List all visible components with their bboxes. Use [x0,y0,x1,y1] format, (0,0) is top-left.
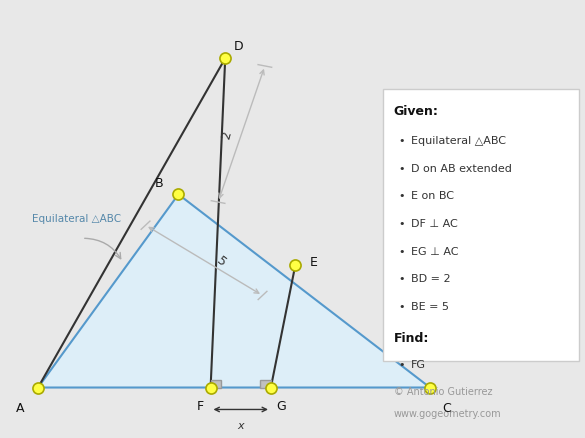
Text: •: • [398,246,405,256]
Text: BE = 5: BE = 5 [411,301,449,311]
Text: •: • [398,274,405,284]
Text: D: D [233,40,243,53]
Text: E on BC: E on BC [411,191,455,201]
Text: C: C [442,401,450,414]
Bar [383,90,579,361]
Text: •: • [398,360,405,370]
Text: 2: 2 [219,129,234,140]
Polygon shape [38,195,430,388]
Bar [211,380,221,388]
Text: © Antonio Gutierrez: © Antonio Gutierrez [394,386,492,396]
Text: EG ⊥ AC: EG ⊥ AC [411,246,459,256]
Bar [260,380,271,388]
Text: x: x [238,420,244,431]
Text: Find:: Find: [394,331,429,344]
Text: Equilateral △ABC: Equilateral △ABC [32,214,121,224]
Text: www.gogeometry.com: www.gogeometry.com [394,408,501,418]
Text: DF ⊥ AC: DF ⊥ AC [411,219,458,229]
Text: 5: 5 [214,253,229,268]
Text: E: E [310,255,318,268]
Text: D on AB extended: D on AB extended [411,163,512,173]
Text: •: • [398,136,405,146]
Text: F: F [197,399,204,413]
Text: G: G [277,399,286,413]
Text: •: • [398,219,405,229]
Text: •: • [398,163,405,173]
Text: •: • [398,301,405,311]
Text: •: • [398,191,405,201]
Text: Given:: Given: [394,105,439,118]
Text: Equilateral △ABC: Equilateral △ABC [411,136,506,146]
Text: A: A [16,401,25,414]
Text: B: B [155,176,163,189]
Text: BD = 2: BD = 2 [411,274,451,284]
Text: FG: FG [411,360,426,370]
